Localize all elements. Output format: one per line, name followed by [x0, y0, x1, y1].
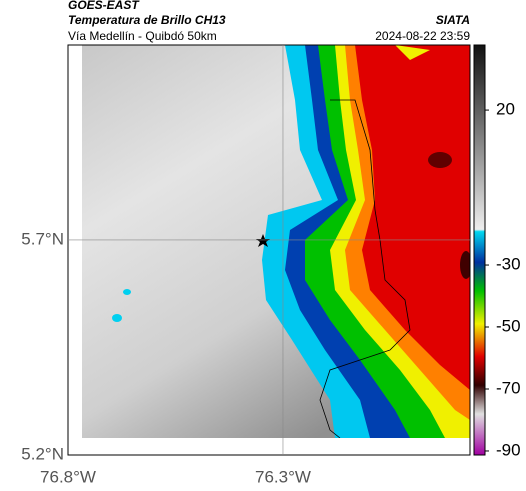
map-frame: [67, 44, 471, 456]
agency: SIATA: [436, 13, 470, 27]
y-tick-label: 5.2°N: [21, 444, 64, 463]
x-tick-label: 76.8°W: [40, 467, 96, 486]
satellite-image: [82, 45, 470, 438]
datetime: 2024-08-22 23:59: [375, 29, 470, 43]
source: GOES-EAST: [68, 0, 140, 12]
colorbar: [473, 44, 486, 456]
colorbar-tick-label: -90: [496, 440, 521, 459]
title: Temperatura de Brillo CH13: [68, 13, 226, 27]
colorbar-tick-label: -50: [496, 316, 521, 335]
y-tick-label: 5.7°N: [21, 229, 64, 248]
colorbar-tick-label: -70: [496, 378, 521, 397]
colorbar-tick-label: 20: [496, 100, 515, 119]
colorbar-tick-label: -30: [496, 255, 521, 274]
region: Vía Medellín - Quibdó 50km: [68, 29, 217, 43]
x-tick-label: 76.3°W: [255, 467, 311, 486]
location-marker: [256, 234, 270, 247]
